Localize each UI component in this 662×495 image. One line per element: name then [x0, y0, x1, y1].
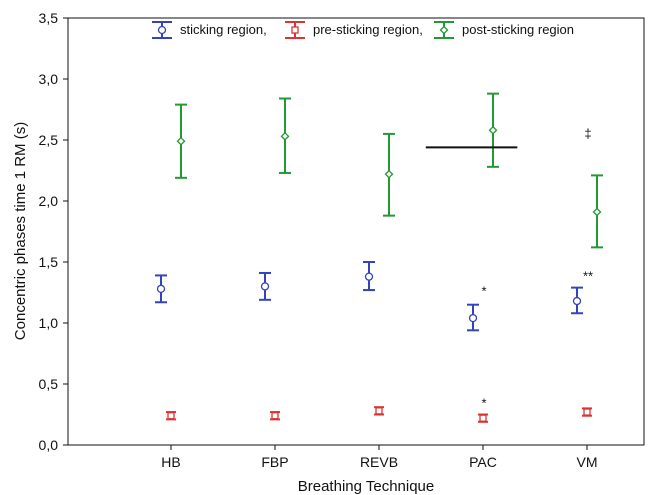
- significance-marker: *: [481, 283, 486, 298]
- legend: sticking region, pre-sticking region,: [152, 21, 574, 39]
- plot-frame: [67, 17, 645, 446]
- legend-symbol-sticking: [152, 21, 172, 39]
- x-tick-label: VM: [577, 454, 598, 470]
- mean-point-sticking-region: [260, 282, 270, 291]
- legend-sticking: sticking region,: [152, 21, 267, 39]
- mean-point-post-sticking-region: [488, 125, 498, 135]
- mean-point-sticking-region: [156, 284, 166, 293]
- legend-pre-sticking: pre-sticking region,: [285, 21, 423, 39]
- mean-point-sticking-region: [468, 313, 478, 323]
- y-tick-label: 0,5: [39, 376, 59, 392]
- y-tick-label: 2,0: [39, 193, 59, 209]
- mean-point-sticking-region: [572, 296, 582, 306]
- significance-marker: **: [583, 269, 593, 284]
- chart-marks: ****‡: [155, 92, 603, 423]
- x-axis-title: Breathing Technique: [298, 478, 435, 495]
- mean-point-post-sticking-region: [592, 207, 602, 217]
- legend-symbol-pre-sticking: [285, 21, 305, 39]
- legend-post-sticking: post-sticking region: [434, 21, 574, 39]
- mean-point-pre-sticking-region: [375, 407, 383, 415]
- x-tick-label: FBP: [261, 454, 288, 470]
- y-axis-title: Concentric phases time 1 RM (s): [12, 122, 29, 340]
- mean-point-pre-sticking-region: [583, 408, 591, 416]
- legend-symbol-post-sticking: [434, 21, 454, 39]
- mean-point-pre-sticking-region: [271, 412, 279, 420]
- mean-point-pre-sticking-region: [479, 414, 487, 422]
- legend-label-pre-sticking: pre-sticking region,: [313, 22, 423, 37]
- x-tick-label: HB: [161, 454, 180, 470]
- mean-point-post-sticking-region: [176, 136, 186, 146]
- mean-point-sticking-region: [364, 272, 374, 281]
- legend-label-sticking: sticking region,: [180, 22, 267, 37]
- mean-point-post-sticking-region: [280, 131, 290, 141]
- significance-marker: ‡: [584, 126, 591, 141]
- y-tick-label: 2,5: [39, 132, 59, 148]
- legend-label-post-sticking: post-sticking region: [462, 22, 574, 37]
- x-tick-label: REVB: [360, 454, 398, 470]
- y-tick-label: 1,0: [39, 315, 59, 331]
- y-tick-label: 1,5: [39, 254, 59, 270]
- y-tick-label: 3,0: [39, 71, 59, 87]
- significance-marker: *: [481, 396, 486, 411]
- y-tick-label: 0,0: [39, 437, 59, 453]
- mean-point-pre-sticking-region: [167, 412, 175, 420]
- mean-point-post-sticking-region: [384, 169, 394, 179]
- y-tick-label: 3,5: [39, 10, 59, 26]
- x-tick-label: PAC: [469, 454, 497, 470]
